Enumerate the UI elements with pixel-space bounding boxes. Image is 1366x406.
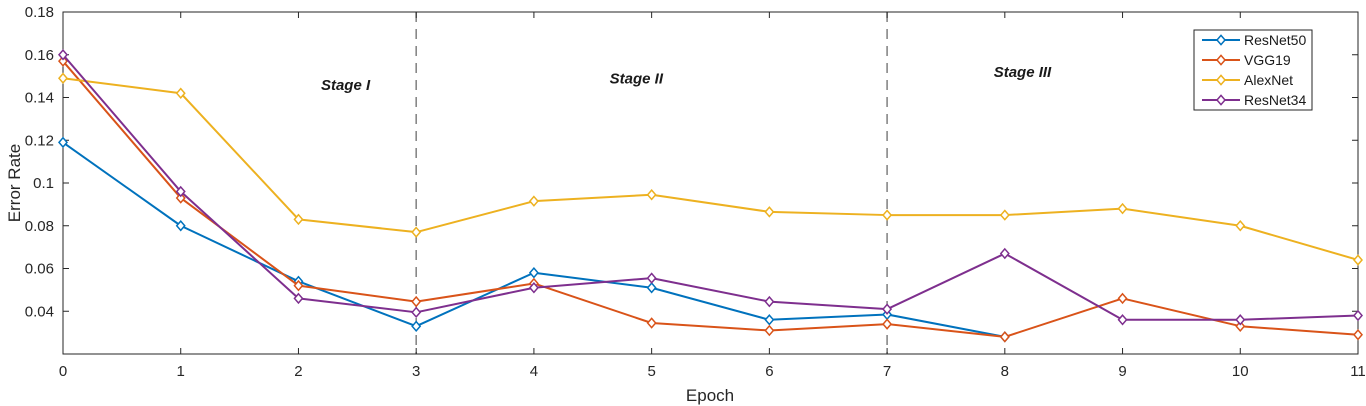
data-point-marker <box>58 136 68 149</box>
x-tick-label: 8 <box>1001 363 1009 380</box>
data-point-marker <box>882 209 893 221</box>
data-point-marker <box>646 189 657 201</box>
data-point-marker <box>764 324 775 337</box>
series-line <box>62 60 1359 338</box>
x-tick-label: 0 <box>59 363 67 380</box>
data-point-marker <box>1117 314 1128 326</box>
y-tick-label: 0.16 <box>25 47 54 64</box>
y-tick-label: 0.18 <box>25 4 54 21</box>
y-tick-label: 0.1 <box>33 175 54 192</box>
data-point-marker <box>1353 309 1363 322</box>
series-line <box>62 54 1359 321</box>
data-point-marker <box>1353 254 1363 266</box>
data-point-marker <box>646 317 657 329</box>
data-point-marker <box>1235 314 1246 326</box>
data-point-marker <box>882 303 893 315</box>
x-tick-label: 4 <box>530 363 538 380</box>
data-point-marker <box>293 279 304 292</box>
data-point-marker <box>646 281 657 294</box>
data-point-marker <box>1216 74 1226 86</box>
y-tick-label: 0.08 <box>25 218 54 235</box>
data-point-marker <box>764 295 775 308</box>
data-point-marker <box>764 314 775 326</box>
y-tick-label: 0.06 <box>25 261 54 278</box>
x-tick-label: 10 <box>1232 363 1249 380</box>
data-point-marker <box>175 185 186 198</box>
legend-item-resnet34: ResNet34 <box>1202 92 1306 108</box>
legend-label: ResNet50 <box>1244 32 1306 48</box>
data-point-marker <box>58 72 68 85</box>
data-point-marker <box>175 220 186 232</box>
y-axis-title: Error Rate <box>5 143 24 223</box>
data-point-marker <box>175 87 186 99</box>
legend-label: AlexNet <box>1244 72 1293 88</box>
legend-label: ResNet34 <box>1244 92 1306 108</box>
data-point-marker <box>999 209 1010 221</box>
data-point-marker <box>1216 54 1226 66</box>
data-point-marker <box>58 49 68 61</box>
data-point-marker <box>58 55 68 67</box>
data-point-marker <box>1353 329 1363 341</box>
data-point-marker <box>882 318 893 330</box>
data-point-marker <box>411 226 422 238</box>
legend: ResNet50 VGG19 AlexNet ResNet34 <box>1193 29 1313 111</box>
data-point-marker <box>999 247 1010 260</box>
data-point-marker <box>528 281 539 294</box>
y-tick-label: 0.12 <box>25 132 54 149</box>
data-point-marker <box>999 331 1010 343</box>
series-resnet50 <box>58 136 1010 343</box>
x-tick-label: 3 <box>412 363 420 380</box>
data-point-marker <box>293 213 304 226</box>
data-point-marker <box>646 272 657 284</box>
data-point-marker <box>1235 320 1246 332</box>
legend-label: VGG19 <box>1244 52 1291 68</box>
legend-item-resnet50: ResNet50 <box>1202 32 1306 48</box>
data-point-marker <box>411 295 422 308</box>
data-point-marker <box>411 320 422 332</box>
data-point-marker <box>293 292 304 305</box>
data-point-marker <box>1235 220 1246 232</box>
series-vgg19 <box>58 55 1363 343</box>
x-tick-label: 5 <box>647 363 655 380</box>
data-point-marker <box>175 192 186 204</box>
stage-label: Stage II <box>610 71 664 88</box>
axes-box <box>62 11 1359 355</box>
data-point-marker <box>1117 202 1128 215</box>
data-point-marker <box>1117 292 1128 305</box>
data-point-marker <box>1216 94 1226 106</box>
data-point-marker <box>528 267 539 279</box>
x-tick-label: 11 <box>1350 363 1366 380</box>
legend-item-alexnet: AlexNet <box>1202 72 1293 88</box>
y-tick-label: 0.14 <box>25 90 54 107</box>
x-axis-title: Epoch <box>685 386 735 405</box>
data-point-marker <box>411 306 422 319</box>
stage-label: Stage III <box>994 64 1052 81</box>
series-line <box>62 77 1359 261</box>
x-tick-label: 1 <box>177 363 185 380</box>
legend-box <box>1193 29 1313 111</box>
series-alexnet <box>58 72 1363 266</box>
x-tick-label: 6 <box>765 363 773 380</box>
x-tick-label: 2 <box>294 363 302 380</box>
stage-label: Stage I <box>321 77 371 94</box>
legend-item-vgg19: VGG19 <box>1202 52 1291 68</box>
x-tick-label: 7 <box>883 363 891 380</box>
data-point-marker <box>528 195 539 207</box>
x-tick-label: 9 <box>1118 363 1126 380</box>
y-tick-label: 0.04 <box>25 303 54 320</box>
data-point-marker <box>764 206 775 218</box>
data-point-marker <box>1216 34 1226 46</box>
series-resnet34 <box>58 49 1363 326</box>
